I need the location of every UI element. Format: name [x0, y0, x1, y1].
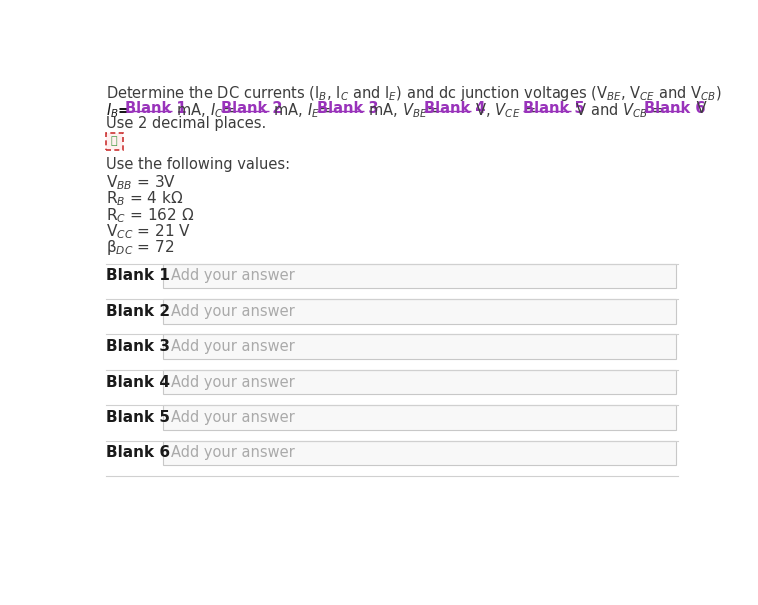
Text: Determine the DC currents (I$_B$, I$_C$ and I$_E$) and dc junction voltages (V$_: Determine the DC currents (I$_B$, I$_C$ … [105, 84, 722, 103]
FancyBboxPatch shape [163, 335, 676, 359]
Text: V$_{CC}$ = 21 V: V$_{CC}$ = 21 V [105, 222, 190, 241]
Text: Add your answer: Add your answer [171, 269, 294, 283]
Text: V and $V_{CB}$ =: V and $V_{CB}$ = [571, 101, 666, 120]
Text: V: V [692, 101, 706, 116]
Text: V, $V_{CE}$ =: V, $V_{CE}$ = [471, 101, 538, 120]
FancyBboxPatch shape [163, 299, 676, 324]
FancyBboxPatch shape [163, 370, 676, 394]
Text: Add your answer: Add your answer [171, 410, 294, 425]
Text: Use the following values:: Use the following values: [105, 157, 290, 172]
Text: Use 2 decimal places.: Use 2 decimal places. [105, 117, 266, 131]
Text: Blank 3: Blank 3 [105, 339, 170, 354]
Text: Add your answer: Add your answer [171, 304, 294, 319]
Text: mA, $I_E$=: mA, $I_E$= [268, 101, 330, 120]
Text: Blank 4: Blank 4 [424, 101, 485, 116]
Text: β$_{DC}$ = 72: β$_{DC}$ = 72 [105, 238, 174, 257]
FancyBboxPatch shape [105, 134, 123, 151]
Text: Blank 2: Blank 2 [221, 101, 283, 116]
Text: R$_C$ = 162 Ω: R$_C$ = 162 Ω [105, 206, 194, 224]
Text: Add your answer: Add your answer [171, 445, 294, 460]
Text: V$_{BB}$ = 3V: V$_{BB}$ = 3V [105, 174, 176, 192]
Text: mA, $V_{BE}$=: mA, $V_{BE}$= [365, 101, 440, 120]
FancyBboxPatch shape [163, 440, 676, 465]
Text: Blank 1: Blank 1 [124, 101, 186, 116]
Text: Blank 4: Blank 4 [105, 374, 170, 390]
Text: Blank 6: Blank 6 [644, 101, 706, 116]
Text: Blank 2: Blank 2 [105, 304, 170, 319]
Text: Add your answer: Add your answer [171, 374, 294, 390]
Text: Blank 5: Blank 5 [105, 410, 170, 425]
Text: R$_B$ = 4 kΩ: R$_B$ = 4 kΩ [105, 189, 183, 208]
Text: Blank 6: Blank 6 [105, 445, 170, 460]
Text: Add your answer: Add your answer [171, 339, 294, 354]
Text: $I_B$=: $I_B$= [105, 101, 130, 120]
Text: Blank 3: Blank 3 [317, 101, 378, 116]
Text: Blank 1: Blank 1 [105, 269, 170, 283]
FancyBboxPatch shape [163, 405, 676, 430]
Text: 🖼: 🖼 [111, 136, 117, 146]
Text: Blank 5: Blank 5 [523, 101, 584, 116]
FancyBboxPatch shape [163, 264, 676, 288]
Text: mA, $I_C$=: mA, $I_C$= [172, 101, 235, 120]
